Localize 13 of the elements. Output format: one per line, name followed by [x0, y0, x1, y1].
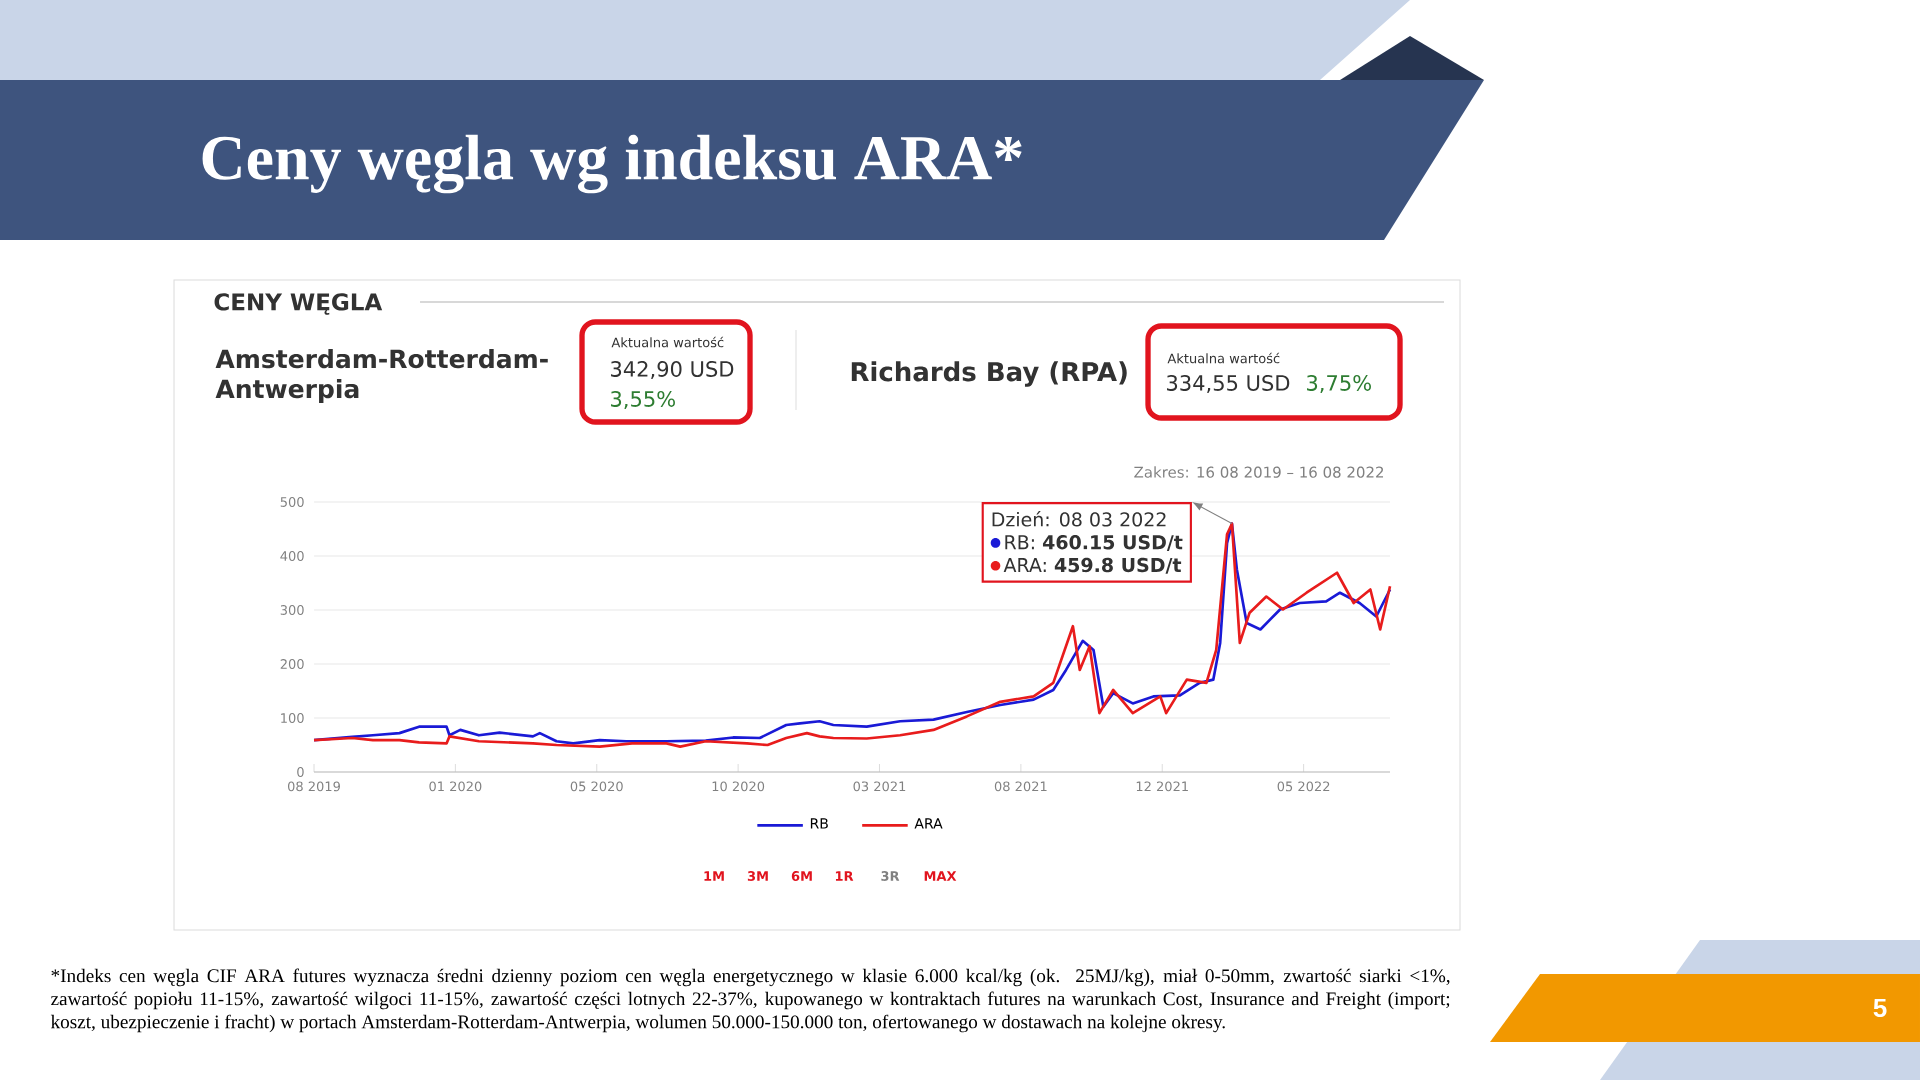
annotation: RB: 460.15 USD/t — [1005, 535, 1183, 551]
text: Richards Bay (RPA) — [851, 361, 1127, 387]
text: 3,55% — [611, 390, 675, 410]
chart-subtitle: CENY WĘGLA — [214, 293, 383, 315]
text: *Indeks cen węgla CIF ARA futures wyznacza średni dzienny poziom cen węgla energetycznego w klasie 6.000 kcal/kg (ok. 25MJ/kg), miał 0-50mm, zwartość siarki <1%, zawartość popiołu 11-15%, zawartość wilgoci 11-15%, zawartość części lotnych 22-37%, kupowanego w kontraktach futures na warunkach Cost, Insurance and Freight (import; koszt, ubezpieczenie i fracht) w portach Amsterdam-Rotterdam-Antwerpia, wolumen 50.000-150.000 ton, ofertowanego w dostawach na kolejne okresy. — [50, 968, 1450, 1033]
text: 5 — [1873, 998, 1887, 1018]
text: 3,75% — [1307, 374, 1371, 394]
annotation: Dzień: 08 03 2022 — [992, 511, 1166, 527]
chart-title: Ceny węgla wg indeksu ARA* — [202, 134, 1022, 194]
text: 342,90 USD — [611, 360, 734, 380]
text: 334,55 USD — [1167, 374, 1290, 394]
annotation: ARA: 459.8 USD/t — [1003, 557, 1182, 574]
text: Amsterdam-Rotterdam-Antwerpia — [215, 348, 548, 404]
